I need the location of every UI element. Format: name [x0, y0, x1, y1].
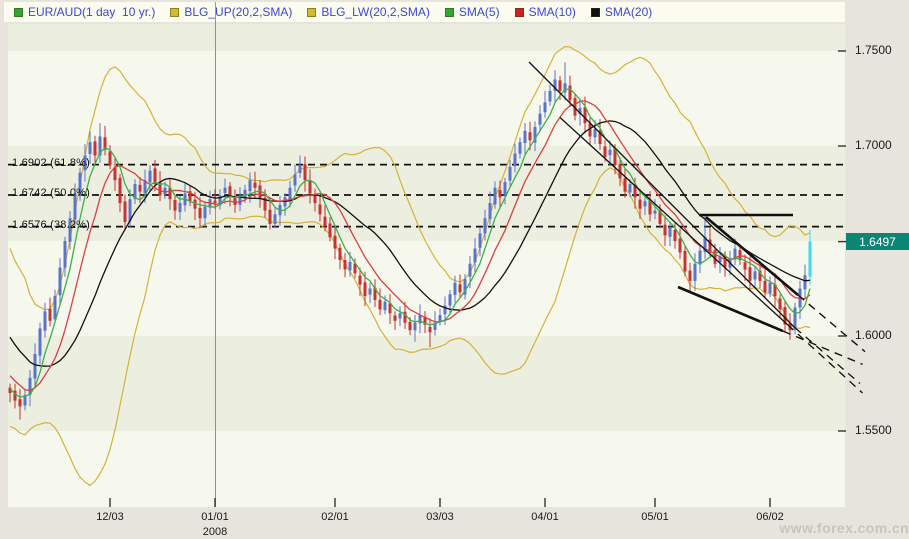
- fib-level-label: 1.6902 (61.8%): [12, 156, 91, 169]
- legend-item: SMA(20): [590, 5, 653, 19]
- legend-item: SMA(5): [444, 5, 500, 19]
- legend-label: BLG_UP(20,2,SMA): [184, 5, 293, 19]
- x-axis-label: 06/02: [756, 511, 784, 523]
- y-axis-label: 1.7500: [855, 43, 892, 57]
- y-axis-label: 1.6000: [855, 328, 892, 342]
- fib-level-label: 1.6576 (38.2%): [12, 218, 91, 231]
- legend-label: BLG_LW(20,2,SMA): [321, 5, 430, 19]
- x-axis-label: 03/03: [426, 511, 454, 523]
- fib-level-label: 1.6742 (50.0%): [12, 187, 91, 200]
- y-axis-label: 1.7000: [855, 138, 892, 152]
- legend-item: EUR/AUD(1 day 10 yr.): [14, 5, 155, 19]
- legend-swatch: [14, 7, 23, 17]
- legend-item: BLG_LW(20,2,SMA): [307, 5, 430, 19]
- x-axis-label: 01/01: [201, 511, 229, 523]
- legend-item: SMA(10): [514, 5, 576, 19]
- x-axis-label: 12/03: [96, 511, 124, 523]
- x-axis-label: 02/01: [321, 511, 349, 523]
- legend-swatch: [307, 7, 317, 17]
- year-separator-line: [215, 2, 216, 22]
- legend-item: BLG_UP(20,2,SMA): [170, 5, 292, 19]
- x-axis-label: 04/01: [531, 511, 559, 523]
- x-axis-label: 05/01: [641, 511, 669, 523]
- legend-swatch: [170, 7, 180, 17]
- legend-label: SMA(5): [458, 5, 500, 19]
- legend-swatch: [514, 7, 524, 17]
- y-axis-label: 1.5500: [855, 423, 892, 437]
- watermark: www.forex.com.cn: [779, 520, 909, 536]
- x-axis-year-label: 2008: [202, 526, 228, 538]
- legend-label: EUR/AUD(1 day 10 yr.): [28, 5, 156, 19]
- legend-swatch: [590, 7, 600, 17]
- legend-label: SMA(20): [604, 5, 653, 19]
- current-price-tag: 1.6497: [846, 233, 909, 250]
- legend-label: SMA(10): [528, 5, 576, 19]
- legend-swatch: [444, 7, 454, 17]
- indicator-legend: EUR/AUD(1 day 10 yr.) BLG_UP(20,2,SMA) BLG…: [4, 2, 845, 22]
